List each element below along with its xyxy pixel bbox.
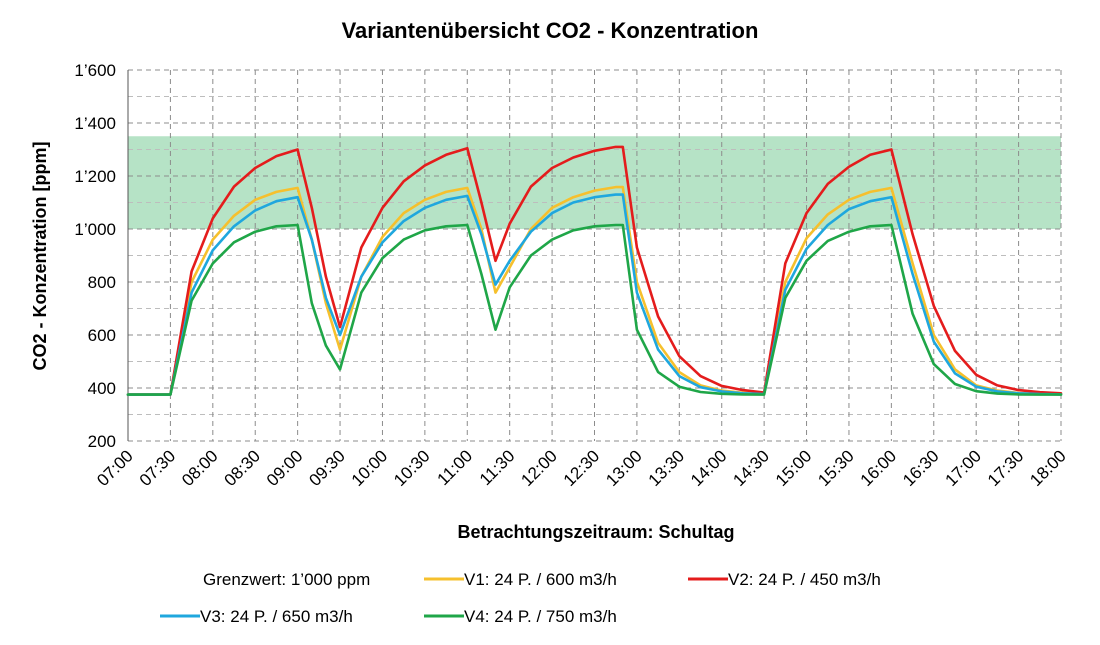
x-tick-label: 10:00 [348, 446, 392, 490]
x-tick-label: 07:00 [93, 446, 137, 490]
x-tick-label: 15:30 [814, 446, 858, 490]
y-tick-labels: 200 400 600 800 1’000 1’200 1’400 1’600 [74, 61, 116, 451]
legend-item-v4: V4: 24 P. / 750 m3/h [424, 607, 617, 626]
legend-label: V4: 24 P. / 750 m3/h [464, 607, 617, 626]
x-tick-label: 12:00 [517, 446, 561, 490]
legend-label: V1: 24 P. / 600 m3/h [464, 570, 617, 589]
y-tick-label: 800 [88, 273, 116, 292]
legend-label: Grenzwert: 1’000 ppm [203, 570, 370, 589]
x-axis-title: Betrachtungszeitraum: Schultag [457, 522, 734, 542]
x-tick-labels: 07:0007:3008:0008:3009:0009:3010:0010:30… [93, 446, 1070, 490]
x-tick-label: 13:00 [602, 446, 646, 490]
legend-item-v3: V3: 24 P. / 650 m3/h [160, 607, 353, 626]
x-tick-label: 14:30 [729, 446, 773, 490]
x-tick-label: 18:00 [1026, 446, 1070, 490]
x-tick-label: 10:30 [390, 446, 434, 490]
y-tick-label: 1’600 [74, 61, 116, 80]
series-line-v4 [126, 223, 1063, 396]
x-tick-label: 17:30 [984, 446, 1028, 490]
y-tick-label: 1’200 [74, 167, 116, 186]
legend-item-v1: V1: 24 P. / 600 m3/h [424, 570, 617, 589]
series-layer [126, 145, 1063, 396]
legend-item-v2: V2: 24 P. / 450 m3/h [688, 570, 881, 589]
y-tick-label: 600 [88, 326, 116, 345]
x-tick-label: 16:00 [857, 446, 901, 490]
x-tick-label: 11:00 [433, 446, 476, 489]
x-tick-label: 12:30 [560, 446, 604, 490]
x-tick-label: 09:00 [263, 446, 307, 490]
series-line-v2 [126, 145, 1063, 396]
legend-label: V3: 24 P. / 650 m3/h [200, 607, 353, 626]
x-tick-label: 11:30 [476, 446, 519, 489]
x-tick-label: 08:30 [221, 446, 265, 490]
x-tick-label: 14:00 [687, 446, 731, 490]
x-tick-label: 08:00 [178, 446, 222, 490]
x-tick-label: 16:30 [899, 446, 943, 490]
x-tick-label: 17:00 [941, 446, 985, 490]
legend-label: V2: 24 P. / 450 m3/h [728, 570, 881, 589]
legend-item-limit: Grenzwert: 1’000 ppm [203, 570, 370, 589]
series-line-v3 [126, 193, 1063, 396]
y-axis-title: CO2 - Konzentration [ppm] [30, 142, 50, 371]
x-tick-label: 15:00 [772, 446, 816, 490]
y-tick-label: 1’400 [74, 114, 116, 133]
legend: Grenzwert: 1’000 ppm V1: 24 P. / 600 m3/h… [160, 570, 881, 626]
y-tick-label: 400 [88, 379, 116, 398]
chart-title: Variantenübersicht CO2 - Konzentration [342, 18, 759, 43]
x-tick-label: 09:30 [305, 446, 349, 490]
x-tick-label: 13:30 [645, 446, 689, 490]
x-tick-label: 07:30 [136, 446, 180, 490]
y-tick-label: 1’000 [74, 220, 116, 239]
grid-layer [127, 69, 1062, 442]
y-tick-label: 200 [88, 432, 116, 451]
